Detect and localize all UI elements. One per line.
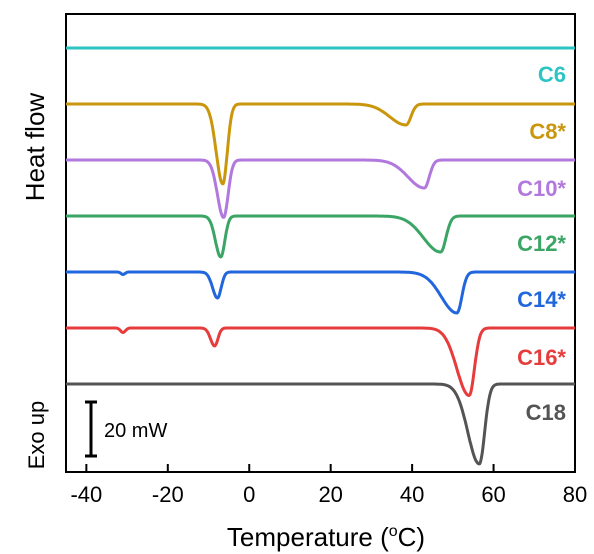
x-tick-label: 60 bbox=[481, 482, 505, 507]
x-tick-label: -40 bbox=[70, 482, 102, 507]
series-label-c10: C10* bbox=[517, 176, 566, 201]
series-line-c12 bbox=[65, 214, 576, 259]
scale-bar: 20 mW bbox=[85, 400, 167, 458]
x-tick-label: 0 bbox=[243, 482, 255, 507]
series-line-c8 bbox=[65, 102, 576, 186]
x-tick-label: 40 bbox=[400, 482, 424, 507]
series-line-c14 bbox=[65, 270, 576, 315]
y-axis-title: Heat flow bbox=[20, 93, 50, 202]
series-label-c12: C12* bbox=[517, 231, 566, 256]
x-tick-label: -20 bbox=[152, 482, 184, 507]
x-axis-title-unit: C) bbox=[398, 522, 425, 552]
series-line-c10 bbox=[65, 158, 576, 219]
series-line-c18 bbox=[65, 382, 576, 466]
x-axis-title-degree: o bbox=[389, 523, 398, 540]
series-line-c16 bbox=[65, 326, 576, 397]
x-axis-ticks bbox=[85, 464, 576, 472]
series-curves bbox=[65, 46, 576, 466]
x-axis-title-main: Temperature ( bbox=[227, 522, 389, 552]
series-label-c14: C14* bbox=[517, 287, 566, 312]
plot-frame bbox=[65, 13, 576, 473]
series-label-c8: C8* bbox=[529, 119, 566, 144]
x-axis-tick-labels: -40 -20 0 20 40 60 80 bbox=[70, 482, 587, 507]
series-labels: C6 C8* C10* C12* C14* C16* C18 bbox=[517, 62, 566, 425]
series-label-c6: C6 bbox=[538, 62, 566, 87]
series-label-c16: C16* bbox=[517, 345, 566, 370]
y-axis-secondary-title: Exo up bbox=[24, 401, 49, 470]
scale-bar-label: 20 mW bbox=[104, 420, 167, 442]
x-tick-label: 80 bbox=[563, 482, 587, 507]
series-label-c18: C18 bbox=[526, 400, 566, 425]
x-tick-label: 20 bbox=[318, 482, 342, 507]
x-axis-title: Temperature (oC) bbox=[227, 522, 425, 552]
